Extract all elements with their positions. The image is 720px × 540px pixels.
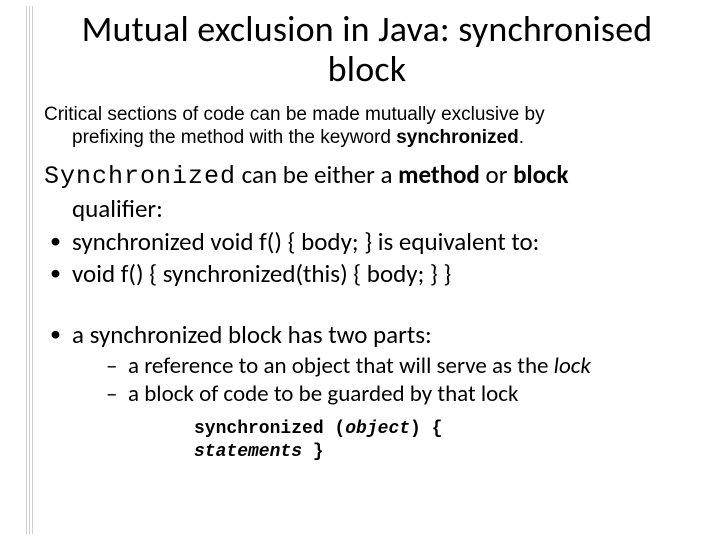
margin-rule (29, 6, 30, 534)
code-end2: } (302, 442, 324, 462)
margin-rule (32, 6, 33, 534)
qualifier-method: method (398, 159, 480, 190)
body: Synchronized can be either a method or b… (44, 160, 690, 464)
code-line-2: statements } (194, 441, 690, 464)
list-item: synchronized void f() { body; } is equiv… (44, 227, 690, 258)
page-title: Mutual exclusion in Java: synchronised b… (44, 10, 690, 89)
qualifier-line1: Synchronized can be either a method or b… (44, 160, 690, 193)
sub-2: a block of code to be guarded by that lo… (128, 380, 518, 408)
qualifier-rest1: can be either a (236, 159, 398, 190)
sub-1-lock: lock (554, 352, 591, 380)
bullet-list-1: synchronized void f() { body; } is equiv… (44, 227, 690, 290)
code-mid: ( (324, 419, 346, 439)
list-item: a block of code to be guarded by that lo… (72, 380, 690, 408)
code-kw: synchronized (194, 419, 324, 439)
list-item: void f() { synchronized(this) { body; } … (44, 259, 690, 290)
intro-line2-suffix: . (519, 127, 524, 148)
intro-paragraph: Critical sections of code can be made mu… (44, 103, 690, 149)
qualifier-block: block (513, 159, 568, 190)
list-item: a reference to an object that will serve… (72, 352, 690, 380)
code-obj: object (345, 419, 410, 439)
qualifier-rest2: or (480, 159, 513, 190)
list-item: a synchronized block has two parts: a re… (44, 320, 690, 409)
qualifier-line2: qualifier: (44, 194, 690, 225)
intro-line2-prefix: prefixing the method with the keyword (72, 127, 396, 148)
spacer (44, 300, 690, 320)
sub-list: a reference to an object that will serve… (72, 352, 690, 408)
code-block: synchronized (object) { statements } (44, 418, 690, 463)
bullet-3-text: a synchronized block has two parts: (72, 319, 432, 350)
code-stmt: statements (194, 442, 302, 462)
bullet-2-text: void f() { synchronized(this) { body; } … (72, 258, 451, 289)
qualifier-code: Synchronized (44, 162, 236, 191)
intro-keyword: synchronized (396, 127, 518, 148)
code-line-1: synchronized (object) { (194, 418, 690, 441)
intro-line1: Critical sections of code can be made mu… (44, 104, 545, 125)
bullet-list-2: a synchronized block has two parts: a re… (44, 320, 690, 409)
slide: Mutual exclusion in Java: synchronised b… (0, 0, 720, 540)
code-end1: ) { (410, 419, 442, 439)
bullet-1-text: synchronized void f() { body; } is equiv… (72, 226, 539, 257)
margin-rule (26, 6, 27, 534)
sub-1a: a reference to an object that will serve… (128, 352, 554, 380)
